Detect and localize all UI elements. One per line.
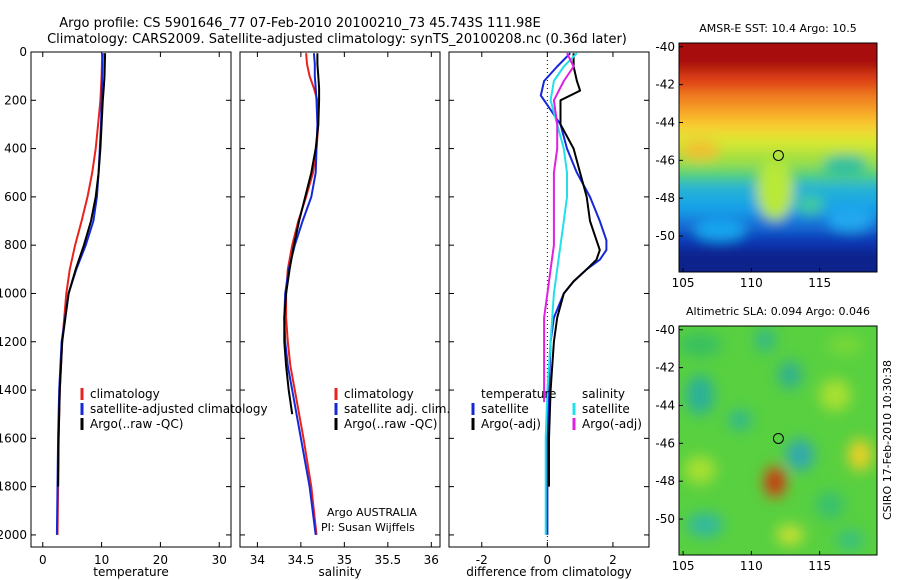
temperature-profile-panel: 0 10 20 30 temperature 0 200 400 600 800 1000 1200 1…: [0, 45, 268, 579]
y-tick-label: 600: [4, 190, 27, 204]
x-tick-label: 34: [250, 553, 265, 567]
x-tick-label: 36: [424, 553, 439, 567]
legend-label: Argo(-adj): [582, 417, 642, 431]
map-y-tick-label: -46: [655, 436, 675, 450]
salinity-profile-panel: 34 34.5 35 35.5 36 salinity climatologysatelli…: [239, 51, 450, 579]
x-tick-label: 0: [544, 553, 552, 567]
plot-frame: [30, 51, 232, 548]
x-tick-label: -2: [476, 553, 488, 567]
sst-heatmap: [679, 43, 877, 272]
figure-title-line-2: Climatology: CARS2009. Satellite-adjuste…: [47, 32, 627, 47]
y-tick-label: 800: [4, 238, 27, 252]
x-tick-label: 20: [153, 553, 168, 567]
legend-label: climatology: [344, 387, 414, 401]
y-tick-label: 1600: [0, 431, 27, 445]
plot-frame: [448, 51, 650, 548]
map-y-tick-label: -40: [655, 323, 675, 337]
legend-label: Argo(-adj): [481, 417, 541, 431]
map-y-tick-label: -48: [655, 191, 675, 205]
map-y-tick-label: -48: [655, 474, 675, 488]
y-tick-label: 1400: [0, 383, 27, 397]
sst-map-title: AMSR-E SST: 10.4 Argo: 10.5: [699, 22, 857, 35]
legend-label: satellite-adjusted climatology: [90, 402, 268, 416]
y-tick-label: 400: [4, 142, 27, 156]
map-y-tick-label: -50: [655, 229, 675, 243]
series-line-2: [55, 53, 104, 535]
series-line-3: [283, 53, 321, 415]
legend-label: satellite adj. clim.: [344, 402, 450, 416]
map-y-tick-label: -50: [655, 512, 675, 526]
sst-map-axes: 105 110 115 -40 -42 -44 -46 -48 -50: [655, 40, 831, 290]
pi-name-label: PI: Susan Wijffels: [321, 521, 415, 534]
x-axis-label: salinity: [318, 565, 361, 579]
figure-title-line-1: Argo profile: CS 5901646_77 07-Feb-2010 …: [59, 16, 541, 31]
map-y-tick-label: -42: [655, 78, 675, 92]
sla-map-title: Altimetric SLA: 0.094 Argo: 0.046: [686, 305, 870, 318]
csiro-timestamp-label: CSIRO 17-Feb-2010 10:30:38: [881, 360, 894, 520]
series-line-3: [544, 52, 578, 535]
map-x-tick-label: 105: [672, 276, 695, 290]
series-line-1: [539, 52, 608, 535]
series-line-4: [543, 52, 575, 403]
map-x-tick-label: 110: [740, 559, 763, 573]
map-x-tick-label: 110: [740, 276, 763, 290]
legend-label: satellite: [582, 402, 630, 416]
y-tick-label: 0: [19, 45, 27, 59]
series-line-2: [283, 53, 319, 536]
map-y-tick-label: -44: [655, 115, 675, 129]
y-tick-label: 200: [4, 93, 27, 107]
x-tick-label: 35: [337, 553, 352, 567]
map-y-tick-label: -46: [655, 153, 675, 167]
series-line-3: [57, 53, 107, 487]
x-tick-label: 10: [94, 553, 109, 567]
y-tick-label: 1800: [0, 480, 27, 494]
argo-location-marker: [772, 432, 784, 444]
legend-label: Argo(..raw -QC): [90, 417, 183, 431]
x-tick-label: 0: [39, 553, 47, 567]
legend-header-temperature: temperature: [481, 387, 556, 401]
series-line-1: [285, 53, 320, 536]
legend-label: climatology: [90, 387, 160, 401]
argo-australia-label: Argo AUSTRALIA: [327, 506, 417, 519]
map-y-tick-label: -40: [655, 40, 675, 54]
y-tick-label: 2000: [0, 528, 27, 542]
y-tick-label: 1200: [0, 335, 27, 349]
plot-frame: [239, 51, 441, 548]
sla-map-axes: 105 110 115 -40 -42 -44 -46 -48 -50: [655, 323, 831, 573]
legend-label: satellite: [481, 402, 529, 416]
map-y-tick-label: -44: [655, 398, 675, 412]
x-axis-label: difference from climatology: [466, 565, 632, 579]
legend-label: Argo(..raw -QC): [344, 417, 437, 431]
sla-map-frame: [678, 325, 878, 556]
x-tick-label: 34.5: [288, 553, 315, 567]
map-x-tick-label: 115: [808, 559, 831, 573]
map-x-tick-label: 115: [808, 276, 831, 290]
x-tick-label: 30: [212, 553, 227, 567]
series-line-2: [548, 53, 601, 487]
series-line-1: [56, 53, 104, 535]
legend-header-salinity: salinity: [582, 387, 625, 401]
sla-heatmap: [679, 326, 877, 555]
x-tick-label: 35.5: [374, 553, 401, 567]
map-y-tick-label: -42: [655, 361, 675, 375]
x-axis-label: temperature: [93, 565, 168, 579]
x-tick-label: 2: [609, 553, 617, 567]
y-tick-label: 1000: [0, 286, 27, 300]
sst-map-frame: [678, 42, 878, 273]
map-x-tick-label: 105: [672, 559, 695, 573]
argo-location-marker: [772, 149, 784, 161]
